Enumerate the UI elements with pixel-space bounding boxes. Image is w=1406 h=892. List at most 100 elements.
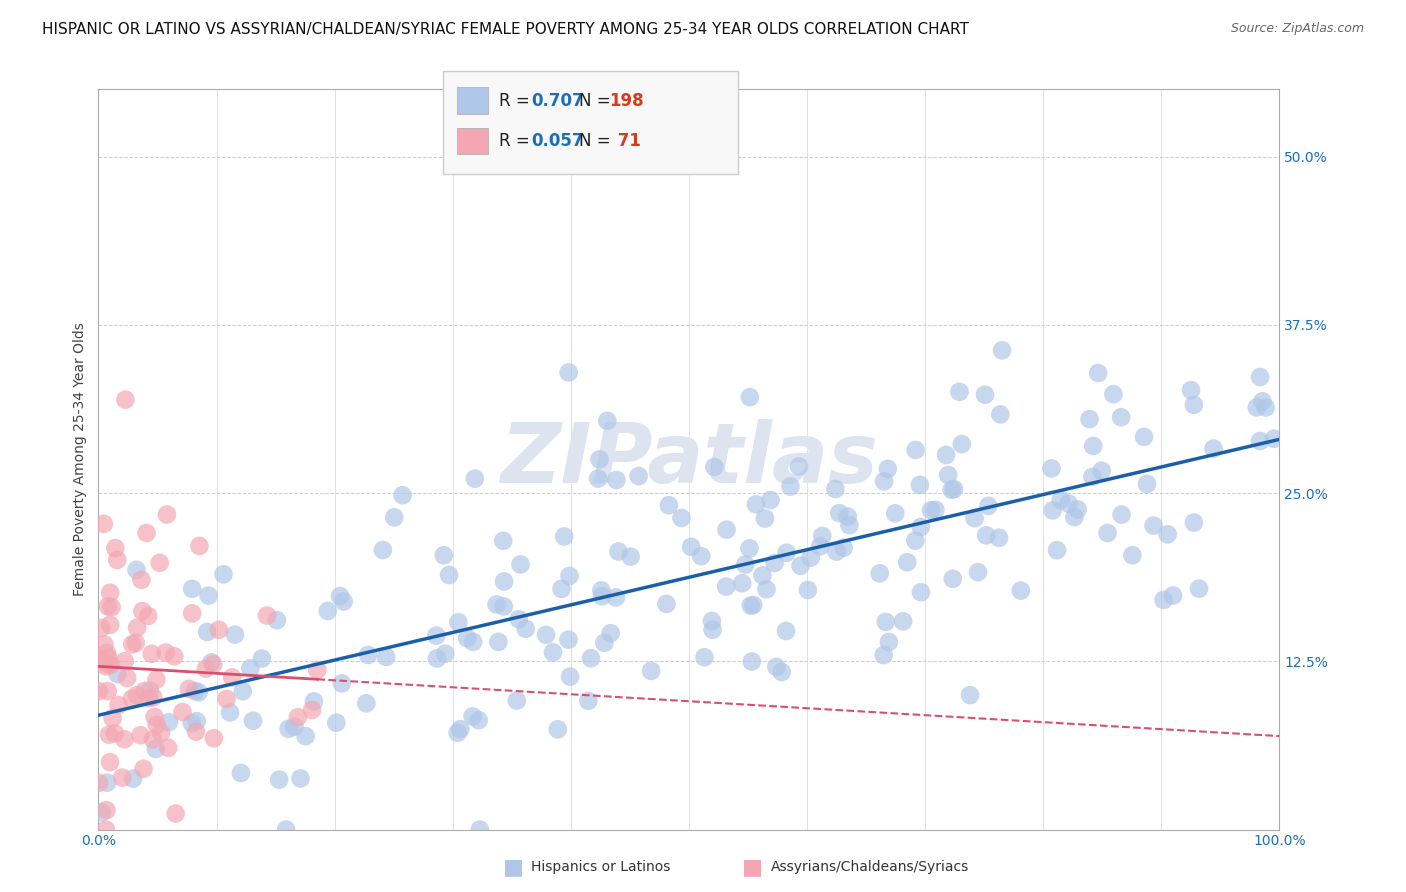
Point [731,576,754,591]
Point [974,387,997,401]
Point [508,612,530,626]
Text: ZIPatlas: ZIPatlas [501,419,877,500]
Point [200,656,222,670]
Text: R =: R = [499,92,536,110]
Point [738,541,761,556]
Point [325,715,347,730]
Point [463,635,485,649]
Point [759,493,782,508]
Text: 0.057: 0.057 [531,132,583,150]
Point [797,582,820,597]
Point [808,540,831,554]
Point [256,608,278,623]
Point [283,720,305,734]
Point [186,714,208,728]
Point [681,540,703,554]
Point [620,549,643,564]
Text: ■: ■ [503,857,523,877]
Text: R =: R = [499,132,536,150]
Point [90,654,112,668]
Point [1057,497,1080,511]
Point [553,529,575,543]
Point [87,776,110,790]
Point [716,580,738,594]
Point [229,766,252,780]
Point [302,694,325,708]
Point [920,503,942,517]
Point [1049,492,1071,507]
Point [1010,583,1032,598]
Point [591,589,613,603]
Point [242,714,264,728]
Point [1109,410,1132,425]
Point [135,526,157,541]
Point [96,646,118,660]
Point [329,589,352,603]
Point [515,622,537,636]
Point [221,670,243,684]
Point [967,565,990,579]
Point [97,657,120,671]
Point [1182,398,1205,412]
Y-axis label: Female Poverty Among 25-34 Year Olds: Female Poverty Among 25-34 Year Olds [73,322,87,597]
Point [301,703,323,717]
Point [700,614,723,628]
Point [107,698,129,712]
Point [202,657,225,672]
Point [461,709,484,723]
Text: 0.707: 0.707 [531,92,583,110]
Point [122,772,145,786]
Point [356,696,378,710]
Point [1246,401,1268,415]
Point [316,604,339,618]
Point [468,822,491,837]
Point [492,599,515,614]
Point [177,681,200,696]
Point [157,740,180,755]
Point [607,544,630,558]
Point [770,665,793,679]
Point [433,549,456,563]
Point [1182,516,1205,530]
Point [101,711,124,725]
Point [1161,589,1184,603]
Point [145,742,167,756]
Point [1251,394,1274,409]
Point [754,511,776,525]
Point [1042,503,1064,517]
Point [494,574,516,589]
Point [875,615,897,629]
Point [492,533,515,548]
Point [446,726,468,740]
Point [181,582,204,596]
Point [330,676,353,690]
Text: 198: 198 [609,92,644,110]
Point [910,520,932,534]
Point [187,685,209,699]
Point [145,673,167,687]
Point [269,772,291,787]
Point [593,636,616,650]
Point [425,629,447,643]
Point [988,531,1011,545]
Point [541,645,564,659]
Point [751,568,773,582]
Point [98,585,121,599]
Point [742,598,765,612]
Point [1097,526,1119,541]
Point [105,553,128,567]
Point [596,414,619,428]
Point [125,563,148,577]
Point [131,604,153,618]
Point [1249,370,1271,384]
Point [357,648,380,662]
Point [93,516,115,531]
Point [98,617,121,632]
Point [789,558,811,573]
Point [145,718,167,732]
Point [787,459,810,474]
Point [872,648,894,662]
Point [104,726,127,740]
Point [97,599,120,614]
Point [100,600,122,615]
